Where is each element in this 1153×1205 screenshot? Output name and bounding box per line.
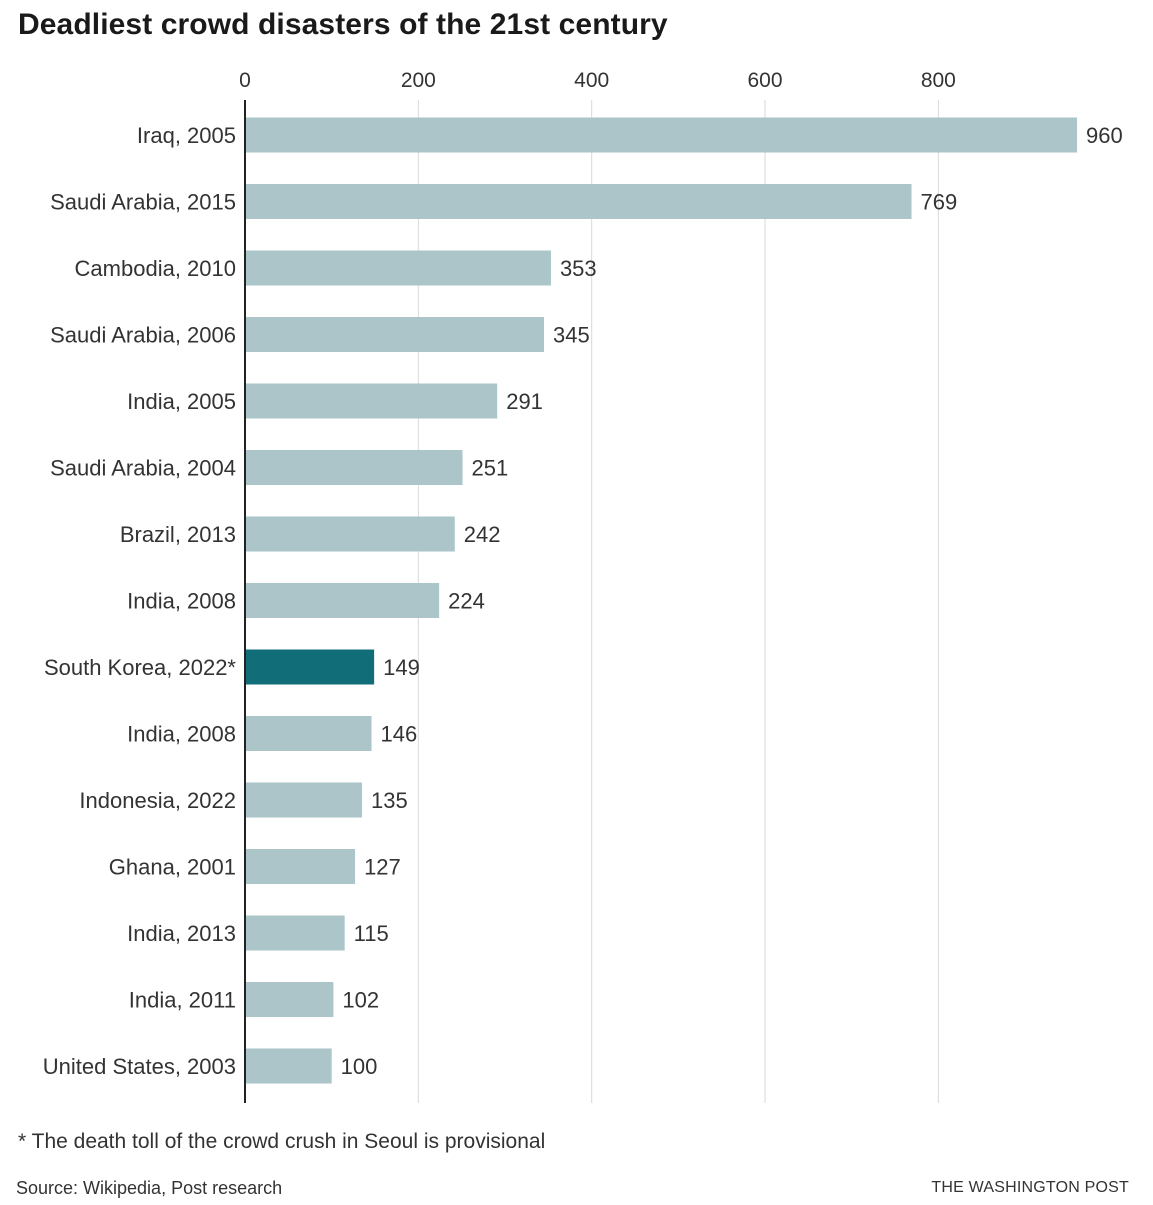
value-label: 251: [472, 456, 509, 481]
category-label: Saudi Arabia, 2015: [50, 190, 236, 215]
category-label: Indonesia, 2022: [79, 788, 236, 813]
bar: [245, 849, 356, 884]
x-tick-label: 400: [574, 69, 609, 92]
category-label: India, 2011: [129, 988, 236, 1013]
bar: [245, 250, 551, 286]
category-label: India, 2005: [127, 389, 236, 414]
x-axis-ticks: 0 200 400 600 800: [239, 69, 956, 92]
source-note: Source: Wikipedia, Post research: [16, 1178, 283, 1198]
bar: [245, 982, 334, 1017]
value-label: 353: [560, 256, 597, 281]
value-label: 102: [342, 988, 379, 1013]
bars: [245, 117, 1078, 1084]
category-label: India, 2008: [127, 722, 236, 747]
value-label: 345: [553, 323, 590, 348]
bar: [245, 383, 498, 419]
bar: [245, 1048, 332, 1084]
bar: [245, 184, 912, 219]
chart-title: Deadliest crowd disasters of the 21st ce…: [18, 8, 668, 41]
x-tick-label: 600: [747, 69, 782, 92]
category-label: India, 2013: [127, 921, 236, 946]
value-label: 769: [920, 190, 957, 215]
value-label: 960: [1086, 123, 1123, 148]
value-label: 135: [371, 788, 408, 813]
bar: [245, 317, 545, 352]
bar: [245, 516, 455, 552]
bar: [245, 782, 363, 818]
bar: [245, 915, 345, 951]
x-tick-label: 200: [401, 69, 436, 92]
category-labels: Iraq, 2005 Saudi Arabia, 2015 Cambodia, 20…: [43, 123, 237, 1079]
bar: [245, 583, 440, 618]
category-label: Saudi Arabia, 2006: [50, 323, 236, 348]
category-label: Brazil, 2013: [120, 522, 236, 547]
bar-highlight: [245, 649, 375, 685]
bar-chart: 0 200 400 600 800 Iraq, 2005 Saudi Arabia, 20…: [43, 69, 1123, 1103]
category-label: Saudi Arabia, 2004: [50, 456, 236, 481]
value-label: 127: [364, 855, 401, 880]
value-label: 115: [354, 921, 389, 946]
category-label: United States, 2003: [43, 1054, 236, 1079]
value-label: 291: [506, 389, 543, 414]
footnote: * The death toll of the crowd crush in S…: [18, 1130, 546, 1153]
publisher-credit: THE WASHINGTON POST: [931, 1179, 1129, 1196]
category-label: Cambodia, 2010: [75, 256, 236, 281]
value-label: 224: [448, 589, 485, 614]
value-label: 146: [381, 722, 418, 747]
gridlines: [417, 100, 939, 1103]
value-labels: 960 769 353 345 291 251 242 224 149 146 135 127 115 1…: [341, 123, 1123, 1079]
category-label: India, 2008: [127, 589, 236, 614]
x-tick-label: 0: [239, 69, 251, 92]
x-tick-label: 800: [921, 69, 956, 92]
value-label: 100: [341, 1054, 378, 1079]
value-label: 149: [383, 655, 420, 680]
bar: [245, 716, 372, 751]
bar: [245, 117, 1078, 153]
category-label: Iraq, 2005: [137, 123, 236, 148]
category-label: Ghana, 2001: [109, 855, 236, 880]
category-label: South Korea, 2022*: [44, 655, 236, 680]
bar: [245, 450, 463, 485]
value-label: 242: [464, 522, 501, 547]
